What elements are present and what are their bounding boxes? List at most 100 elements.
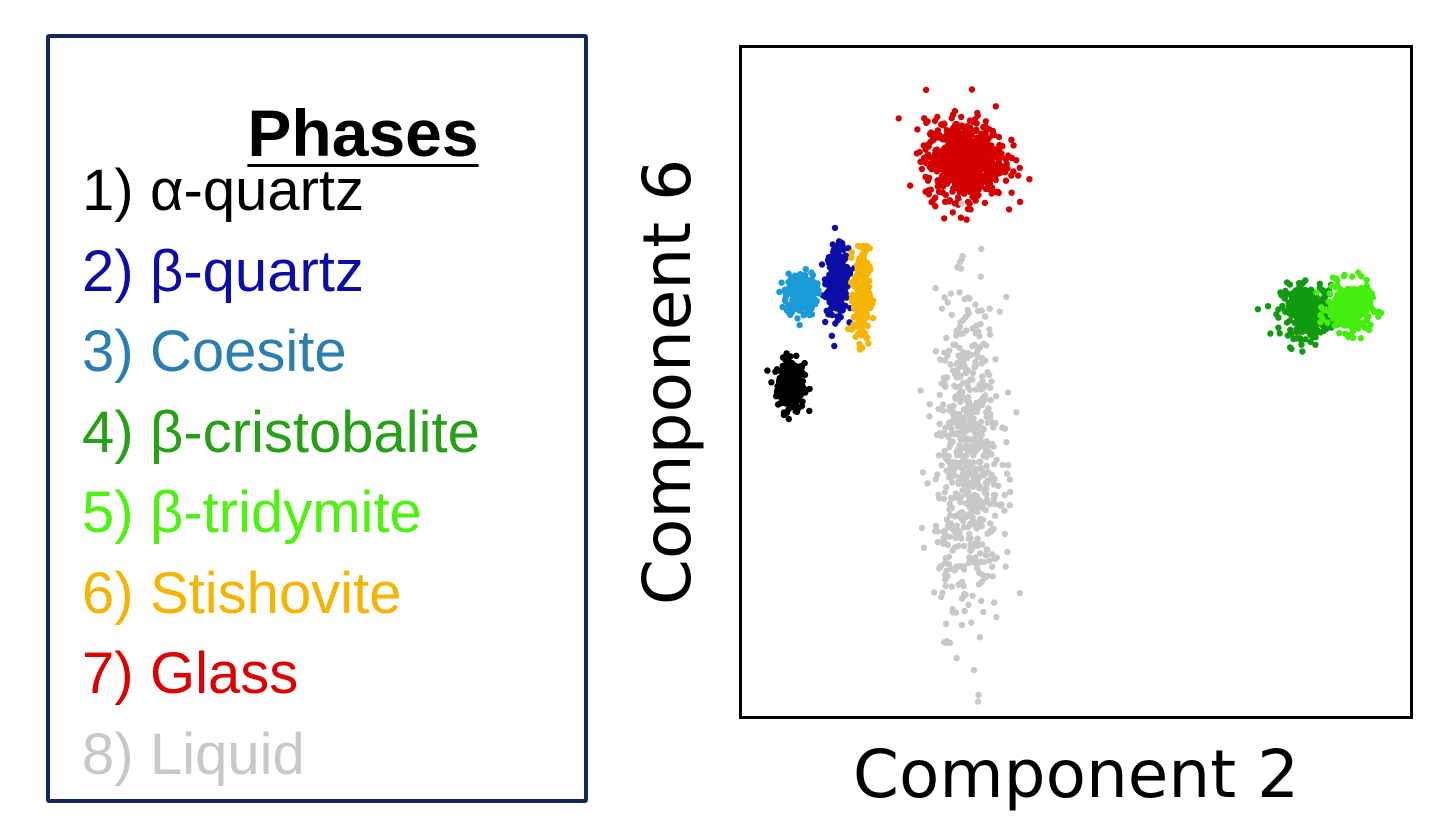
data-point <box>942 158 949 165</box>
data-point <box>1003 293 1010 300</box>
data-point <box>991 460 998 468</box>
data-point <box>958 122 966 129</box>
data-point <box>960 566 968 573</box>
data-point <box>1354 307 1361 314</box>
data-point <box>1264 303 1272 310</box>
data-point <box>990 443 997 450</box>
data-point <box>972 358 979 366</box>
data-point <box>1298 341 1305 348</box>
data-point <box>978 401 986 409</box>
data-point <box>931 117 939 125</box>
legend-item-label: Liquid <box>150 721 305 787</box>
data-point <box>814 280 821 287</box>
data-point <box>792 277 800 285</box>
data-point <box>832 294 839 302</box>
data-point <box>779 354 787 361</box>
data-point <box>946 347 953 354</box>
legend-item: 8) Liquid <box>82 725 305 784</box>
data-point <box>865 299 872 306</box>
data-point <box>986 557 993 564</box>
data-point <box>953 130 960 137</box>
data-point <box>974 112 981 119</box>
data-point <box>1288 330 1295 337</box>
data-point <box>998 501 1005 508</box>
data-point <box>958 444 965 451</box>
data-point <box>1360 298 1367 305</box>
data-point <box>841 256 848 263</box>
data-point <box>995 133 1003 141</box>
data-point <box>806 407 813 415</box>
data-point <box>963 163 970 170</box>
series-glass <box>895 86 1033 223</box>
data-point <box>783 409 790 416</box>
data-point <box>948 311 955 318</box>
data-point <box>940 407 947 414</box>
data-point <box>984 369 991 376</box>
data-point <box>1016 590 1023 597</box>
data-point <box>942 455 950 462</box>
data-point <box>914 126 921 133</box>
data-point <box>1016 164 1023 172</box>
data-point <box>797 307 804 314</box>
data-point <box>977 436 984 444</box>
data-point <box>951 567 958 574</box>
data-point <box>949 209 956 216</box>
data-point <box>983 139 991 146</box>
data-point <box>963 485 971 492</box>
data-point <box>1267 330 1274 337</box>
data-point <box>1005 462 1012 469</box>
data-point <box>860 279 868 286</box>
data-point <box>954 173 961 180</box>
legend-item-label: Coesite <box>150 319 347 384</box>
data-point <box>964 205 972 213</box>
data-point <box>974 421 981 428</box>
data-point <box>808 311 816 318</box>
data-point <box>796 321 803 329</box>
data-point <box>1313 289 1320 296</box>
data-point <box>984 477 991 484</box>
legend-item: 3) Coesite <box>82 323 347 381</box>
data-point <box>1006 501 1013 509</box>
data-point <box>854 266 861 273</box>
data-point <box>951 544 959 551</box>
legend-item-label: Glass <box>150 641 299 706</box>
data-point <box>986 305 993 312</box>
data-point <box>992 501 999 508</box>
data-point <box>947 361 954 368</box>
data-point <box>932 528 939 535</box>
data-point <box>942 532 950 540</box>
data-point <box>975 191 982 199</box>
data-point <box>950 419 957 426</box>
data-point <box>830 281 837 288</box>
data-point <box>941 294 948 301</box>
data-point <box>1294 317 1301 324</box>
data-point <box>985 405 992 412</box>
data-point <box>958 493 965 501</box>
data-point <box>795 373 802 380</box>
data-point <box>977 133 984 140</box>
data-point <box>974 508 981 516</box>
data-point <box>1286 317 1294 324</box>
data-point <box>834 255 841 262</box>
data-point <box>802 266 809 273</box>
data-point <box>974 481 982 488</box>
data-point <box>988 378 995 385</box>
data-point <box>792 301 800 308</box>
data-point <box>842 289 849 297</box>
data-point <box>1344 285 1351 293</box>
data-point <box>982 392 989 399</box>
legend-item-number: 6) <box>82 560 134 626</box>
data-point <box>957 214 965 221</box>
data-point <box>935 565 943 572</box>
data-point <box>973 427 980 434</box>
data-point <box>965 398 972 405</box>
data-point <box>974 307 982 314</box>
data-point <box>1008 154 1015 162</box>
data-point <box>971 364 978 371</box>
data-point <box>832 269 840 276</box>
data-point <box>1298 290 1305 297</box>
data-point <box>934 183 941 190</box>
data-point <box>966 530 973 538</box>
data-point <box>827 310 834 318</box>
data-point <box>1360 319 1367 326</box>
